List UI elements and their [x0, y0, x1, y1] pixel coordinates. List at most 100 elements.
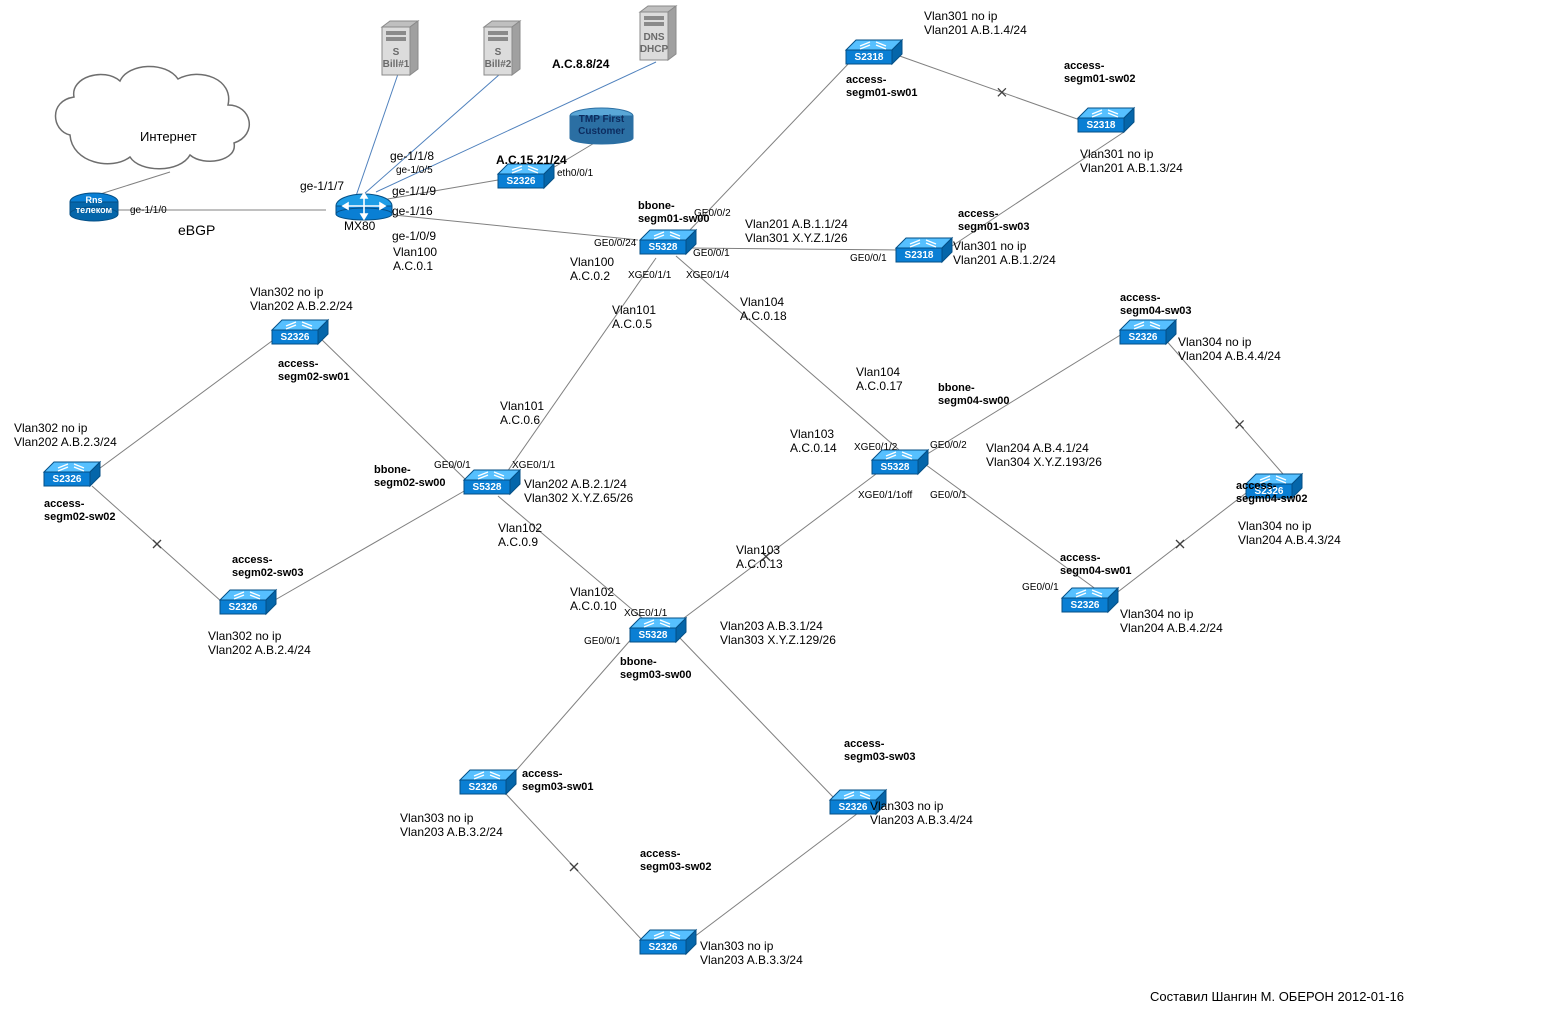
router-label: MX80 — [344, 220, 375, 234]
diagram-label: segm04-sw01 — [1060, 565, 1132, 578]
diagram-label: access- — [44, 498, 84, 511]
diagram-label: Vlan304 no ip — [1238, 520, 1311, 534]
diagram-label: access- — [640, 848, 680, 861]
diagram-label: GE0/0/1 — [850, 253, 887, 265]
diagram-label: Vlan104 — [740, 296, 784, 310]
switch-s2318_1b: S2318 — [1078, 108, 1134, 132]
cloud-label: Интернет — [140, 130, 197, 145]
diagram-label: access- — [1064, 60, 1104, 73]
router-vlan: Vlan100 — [393, 246, 437, 260]
diagram-label: Vlan204 A.B.4.2/24 — [1120, 622, 1223, 636]
diagram-label: XGE0/1/4 — [686, 270, 729, 282]
switch-s5328_seg3: S5328 — [630, 618, 686, 642]
diagram-label: segm03-sw01 — [522, 781, 594, 794]
diagram-label: GE0/0/1 — [584, 636, 621, 648]
switch-s5328_seg4: S5328 — [872, 450, 928, 474]
diagram-label: A.C.0.10 — [570, 600, 617, 614]
diagram-label: segm03-sw02 — [640, 861, 712, 874]
svg-text:S5328: S5328 — [473, 482, 502, 493]
svg-text:S5328: S5328 — [881, 462, 910, 473]
diagram-label: Vlan303 X.Y.Z.129/26 — [720, 634, 836, 648]
diagram-label: Vlan201 A.B.1.3/24 — [1080, 162, 1183, 176]
svg-text:S5328: S5328 — [649, 242, 678, 253]
svg-text:S: S — [495, 47, 502, 58]
switch-s2326_2b: S2326 — [44, 462, 100, 486]
diagram-label: segm04-sw00 — [938, 395, 1010, 408]
diagram-label: Vlan102 — [570, 586, 614, 600]
diagram-label: access- — [522, 768, 562, 781]
diagram-label: Vlan204 A.B.4.3/24 — [1238, 534, 1341, 548]
diagram-label: Vlan304 no ip — [1178, 336, 1251, 350]
switch-s2326_2a: S2326 — [272, 320, 328, 344]
svg-text:S2326: S2326 — [649, 942, 678, 953]
svg-text:S: S — [393, 47, 400, 58]
diagram-label: Vlan303 no ip — [700, 940, 773, 954]
diagram-label: access- — [232, 554, 272, 567]
network-diagram: RnsтелекомSBill#1SBill#2DNSDHCPTMP First… — [0, 0, 1543, 1014]
diagram-label: GE0/0/1 — [1022, 582, 1059, 594]
diagram-label: Vlan201 A.B.1.2/24 — [953, 254, 1056, 268]
svg-text:Customer: Customer — [578, 126, 625, 137]
diagram-label: ge-1/1/0 — [130, 205, 167, 217]
diagram-label: segm01-sw02 — [1064, 73, 1136, 86]
switch-s5328_seg1: S5328 — [640, 230, 696, 254]
diagram-label: ge-1/16 — [392, 205, 433, 219]
diagram-label: GE0/0/1 — [693, 248, 730, 260]
diagram-label: ge-1/1/7 — [300, 180, 344, 194]
diagram-label: bbone- — [374, 464, 411, 477]
diagram-label: Vlan202 A.B.2.3/24 — [14, 436, 117, 450]
switch-s2326_3a: S2326 — [460, 770, 516, 794]
diagram-label: GE0/0/24 — [594, 238, 636, 250]
diagram-label: A.C.8.8/24 — [552, 58, 609, 72]
diagram-label: GE0/0/2 — [930, 440, 967, 452]
diagram-label: bbone- — [620, 656, 657, 669]
diagram-label: Vlan302 no ip — [250, 286, 323, 300]
diagram-label: Vlan303 no ip — [870, 800, 943, 814]
svg-text:S2326: S2326 — [469, 782, 498, 793]
diagram-label: Vlan301 no ip — [1080, 148, 1153, 162]
diagram-label: segm01-sw01 — [846, 87, 918, 100]
svg-text:Bill#1: Bill#1 — [383, 59, 410, 70]
diagram-label: Vlan302 X.Y.Z.65/26 — [524, 492, 633, 506]
diagram-label: Vlan103 — [736, 544, 780, 558]
diagram-label: Vlan202 A.B.2.2/24 — [250, 300, 353, 314]
diagram-label: segm02-sw03 — [232, 567, 304, 580]
diagram-label: access- — [278, 358, 318, 371]
svg-text:телеком: телеком — [76, 205, 113, 215]
diagram-label: ge-1/0/5 — [396, 165, 433, 177]
diagram-label: Vlan301 no ip — [953, 240, 1026, 254]
diagram-label: access- — [844, 738, 884, 751]
diagram-label: A.C.0.14 — [790, 442, 837, 456]
diagram-label: XGE0/1/1 — [628, 270, 671, 282]
diagram-label: segm03-sw03 — [844, 751, 916, 764]
diagram-label: A.C.0.13 — [736, 558, 783, 572]
diagram-label: Vlan303 no ip — [400, 812, 473, 826]
diagram-label: eBGP — [178, 222, 215, 238]
diagram-label: segm02-sw01 — [278, 371, 350, 384]
diagram-label: Vlan102 — [498, 522, 542, 536]
router-ip: A.C.0.1 — [393, 260, 433, 274]
diagram-label: Vlan103 — [790, 428, 834, 442]
diagram-label: A.C.0.2 — [570, 270, 610, 284]
diagram-label: Vlan101 — [612, 304, 656, 318]
diagram-label: access- — [958, 208, 998, 221]
diagram-label: segm04-sw03 — [1120, 305, 1192, 318]
diagram-label: A.C.0.18 — [740, 310, 787, 324]
svg-text:Rns: Rns — [85, 195, 102, 205]
diagram-label: Vlan201 A.B.1.4/24 — [924, 24, 1027, 38]
svg-text:S2326: S2326 — [53, 474, 82, 485]
diagram-label: Vlan203 A.B.3.3/24 — [700, 954, 803, 968]
diagram-label: Vlan301 no ip — [924, 10, 997, 24]
diagram-label: Vlan304 X.Y.Z.193/26 — [986, 456, 1102, 470]
diagram-label: Vlan203 A.B.3.2/24 — [400, 826, 503, 840]
switch-s2318_1c: S2318 — [896, 238, 952, 262]
diagram-label: XGE0/1/2 — [854, 442, 897, 454]
diagram-label: segm01-sw03 — [958, 221, 1030, 234]
switch-s5328_seg2: S5328 — [464, 470, 520, 494]
svg-text:S2326: S2326 — [229, 602, 258, 613]
diagram-label: XGE0/1/1 — [512, 460, 555, 472]
svg-text:DNS: DNS — [643, 32, 664, 43]
diagram-label: A.C.15.21/24 — [496, 154, 567, 168]
switch-s2326_4c: S2326 — [1120, 320, 1176, 344]
diagram-label: segm02-sw00 — [374, 477, 446, 490]
